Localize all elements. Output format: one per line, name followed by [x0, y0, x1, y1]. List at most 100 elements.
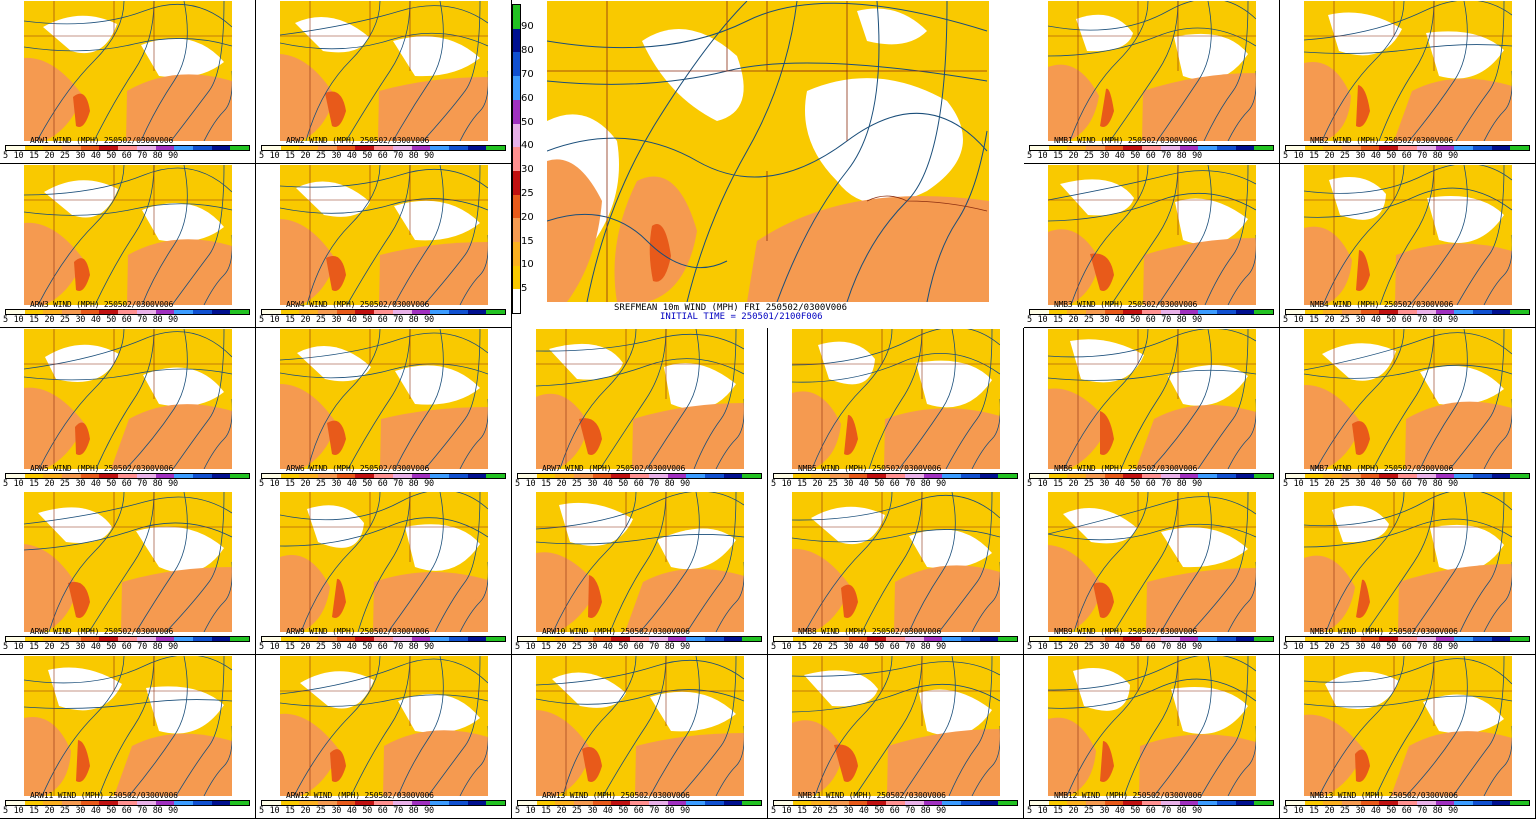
- panel-title: NMB4 WIND (MPH) 250502/0300V006: [1310, 300, 1454, 309]
- big-map-title: SREFMEAN 10m WIND (MPH) FRI 250502/0300V…: [614, 303, 847, 313]
- panel-title: NMB5 WIND (MPH) 250502/0300V006: [798, 464, 942, 473]
- panel-colorbar: [1285, 309, 1530, 315]
- panel-nmb6: NMB6 WIND (MPH) 250502/0300V006 5 10 15 2…: [1024, 328, 1280, 492]
- panel-title: ARW5 WIND (MPH) 250502/0300V006: [30, 464, 174, 473]
- panel-map: [792, 492, 1000, 632]
- panel-title: NMB8 WIND (MPH) 250502/0300V006: [798, 627, 942, 636]
- panel-nmb8: NMB8 WIND (MPH) 250502/0300V006 5 10 15 2…: [768, 491, 1024, 655]
- panel-nmb10: NMB10 WIND (MPH) 250502/0300V006 5 10 15 …: [1280, 491, 1536, 655]
- panel-scale-labels: 5 10 15 20 25 30 40 50 60 70 80 90: [1283, 479, 1458, 489]
- panel-title: NMB6 WIND (MPH) 250502/0300V006: [1054, 464, 1198, 473]
- panel-scale-labels: 5 10 15 20 25 30 40 50 60 70 80 90: [3, 479, 178, 489]
- panel-scale-labels: 5 10 15 20 25 30 40 50 60 70 80 90: [1283, 642, 1458, 652]
- panel-colorbar: [517, 800, 762, 806]
- panel-map: [1048, 492, 1256, 632]
- panel-scale-labels: 5 10 15 20 25 30 40 50 60 70 80 90: [1027, 642, 1202, 652]
- panel-nmb1: NMB1 WIND (MPH) 250502/0300V006 5 10 15 2…: [1024, 0, 1280, 164]
- panel-title: ARW6 WIND (MPH) 250502/0300V006: [286, 464, 430, 473]
- panel-map: [24, 329, 232, 469]
- panel-colorbar: [261, 800, 506, 806]
- panel-colorbar: [5, 473, 250, 479]
- panel-scale-labels: 5 10 15 20 25 30 40 50 60 70 80 90: [515, 642, 690, 652]
- legend-label-15: 15: [521, 236, 534, 247]
- panel-title: NMB7 WIND (MPH) 250502/0300V006: [1310, 464, 1454, 473]
- panel-colorbar: [5, 145, 250, 151]
- panel-map: [1304, 329, 1512, 469]
- panel-colorbar: [261, 145, 506, 151]
- panel-map: [1048, 329, 1256, 469]
- panel-colorbar: [773, 636, 1018, 642]
- legend-label-50: 50: [521, 117, 534, 128]
- panel-map: [1304, 656, 1512, 796]
- panel-scale-labels: 5 10 15 20 25 30 40 50 60 70 80 90: [259, 151, 434, 161]
- big-map-subtitle: INITIAL TIME = 250501/2100F006: [660, 312, 823, 322]
- panel-title: ARW13 WIND (MPH) 250502/0300V006: [542, 791, 690, 800]
- panel-map: [280, 492, 488, 632]
- panel-title: NMB9 WIND (MPH) 250502/0300V006: [1054, 627, 1198, 636]
- panel-colorbar: [5, 800, 250, 806]
- srefmean-wind-map: [547, 1, 989, 302]
- panel-colorbar: [1285, 145, 1530, 151]
- legend-label-10: 10: [521, 259, 534, 270]
- panel-map: [536, 656, 744, 796]
- panel-title: NMB10 WIND (MPH) 250502/0300V006: [1310, 627, 1458, 636]
- panel-nmb3: NMB3 WIND (MPH) 250502/0300V006 5 10 15 2…: [1024, 164, 1280, 328]
- panel-map: [24, 656, 232, 796]
- panel-scale-labels: 5 10 15 20 25 30 40 50 60 70 80 90: [771, 479, 946, 489]
- panel-map: [24, 1, 232, 141]
- panel-map: [280, 329, 488, 469]
- panel-map: [24, 165, 232, 305]
- panel-arw3: ARW3 WIND (MPH) 250502/0300V006 5 10 15 2…: [0, 164, 256, 328]
- panel-nmb12: NMB12 WIND (MPH) 250502/0300V006 5 10 15 …: [1024, 655, 1280, 819]
- panel-scale-labels: 5 10 15 20 25 30 40 50 60 70 80 90: [3, 806, 178, 816]
- legend-label-80: 80: [521, 45, 534, 56]
- panel-title: ARW2 WIND (MPH) 250502/0300V006: [286, 136, 430, 145]
- panel-colorbar: [5, 309, 250, 315]
- panel-scale-labels: 5 10 15 20 25 30 40 50 60 70 80 90: [3, 642, 178, 652]
- panel-colorbar: [1029, 145, 1274, 151]
- panel-scale-labels: 5 10 15 20 25 30 40 50 60 70 80 90: [1027, 151, 1202, 161]
- panel-nmb2: NMB2 WIND (MPH) 250502/0300V006 5 10 15 2…: [1280, 0, 1536, 164]
- panel-map: [1048, 1, 1256, 141]
- panel-map: [1048, 656, 1256, 796]
- panel-map: [792, 656, 1000, 796]
- panel-map: [1304, 165, 1512, 305]
- panel-title: ARW7 WIND (MPH) 250502/0300V006: [542, 464, 686, 473]
- panel-arw5: ARW5 WIND (MPH) 250502/0300V006 5 10 15 2…: [0, 328, 256, 492]
- panel-colorbar: [773, 473, 1018, 479]
- panel-colorbar: [517, 636, 762, 642]
- legend-label-70: 70: [521, 69, 534, 80]
- panel-title: ARW9 WIND (MPH) 250502/0300V006: [286, 627, 430, 636]
- panel-arw11: ARW11 WIND (MPH) 250502/0300V006 5 10 15 …: [0, 655, 256, 819]
- panel-arw2: ARW2 WIND (MPH) 250502/0300V006 5 10 15 2…: [256, 0, 512, 164]
- panel-colorbar: [261, 473, 506, 479]
- panel-scale-labels: 5 10 15 20 25 30 40 50 60 70 80 90: [1027, 315, 1202, 325]
- panel-map: [536, 329, 744, 469]
- panel-arw4: ARW4 WIND (MPH) 250502/0300V006 5 10 15 2…: [256, 164, 512, 328]
- panel-scale-labels: 5 10 15 20 25 30 40 50 60 70 80 90: [259, 806, 434, 816]
- panel-arw6: ARW6 WIND (MPH) 250502/0300V006 5 10 15 2…: [256, 328, 512, 492]
- panel-arw9: ARW9 WIND (MPH) 250502/0300V006 5 10 15 2…: [256, 491, 512, 655]
- panel-map: [280, 165, 488, 305]
- panel-title: ARW4 WIND (MPH) 250502/0300V006: [286, 300, 430, 309]
- panel-title: ARW3 WIND (MPH) 250502/0300V006: [30, 300, 174, 309]
- panel-scale-labels: 5 10 15 20 25 30 40 50 60 70 80 90: [259, 479, 434, 489]
- panel-title: ARW11 WIND (MPH) 250502/0300V006: [30, 791, 178, 800]
- legend-label-25: 25: [521, 188, 534, 199]
- panel-nmb7: NMB7 WIND (MPH) 250502/0300V006 5 10 15 2…: [1280, 328, 1536, 492]
- panel-nmb9: NMB9 WIND (MPH) 250502/0300V006 5 10 15 2…: [1024, 491, 1280, 655]
- panel-arw1: ARW1 WIND (MPH) 250502/0300V006 5 10 15 2…: [0, 0, 256, 164]
- panel-scale-labels: 5 10 15 20 25 30 40 50 60 70 80 90: [1283, 806, 1458, 816]
- panel-nmb13: NMB13 WIND (MPH) 250502/0300V006 5 10 15 …: [1280, 655, 1536, 819]
- panel-colorbar: [1029, 636, 1274, 642]
- panel-title: NMB12 WIND (MPH) 250502/0300V006: [1054, 791, 1202, 800]
- legend-label-30: 30: [521, 164, 534, 175]
- legend-label-60: 60: [521, 93, 534, 104]
- panel-scale-labels: 5 10 15 20 25 30 40 50 60 70 80 90: [771, 806, 946, 816]
- panel-title: NMB3 WIND (MPH) 250502/0300V006: [1054, 300, 1198, 309]
- panel-arw10: ARW10 WIND (MPH) 250502/0300V006 5 10 15 …: [512, 491, 768, 655]
- panel-nmb4: NMB4 WIND (MPH) 250502/0300V006 5 10 15 2…: [1280, 164, 1536, 328]
- panel-title: ARW1 WIND (MPH) 250502/0300V006: [30, 136, 174, 145]
- panel-title: ARW10 WIND (MPH) 250502/0300V006: [542, 627, 690, 636]
- panel-map: [1304, 492, 1512, 632]
